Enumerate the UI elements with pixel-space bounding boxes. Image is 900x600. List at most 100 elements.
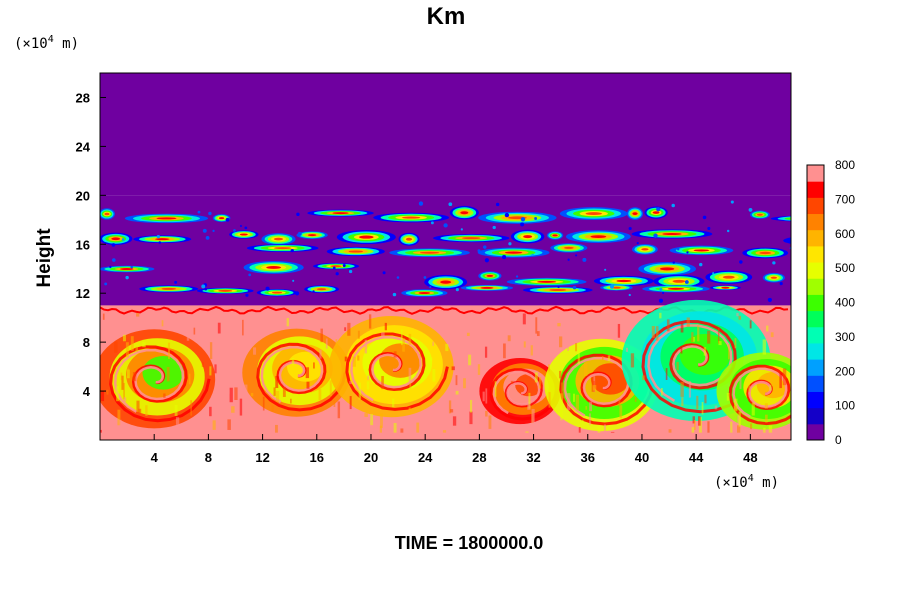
turbulent-speck (582, 257, 587, 262)
turbulent-speck (748, 208, 753, 212)
turbulence-texture (535, 317, 538, 334)
turbulence-texture (125, 342, 129, 358)
turbulent-filament (564, 246, 574, 249)
turbulence-texture (132, 372, 137, 382)
turbulence-texture (231, 406, 235, 413)
chart-title: Km (427, 3, 466, 30)
turbulent-filament (273, 237, 284, 241)
turbulence-texture (482, 391, 485, 402)
turbulence-texture (401, 329, 403, 346)
turbulent-filament (770, 276, 778, 279)
turbulence-texture (125, 330, 128, 335)
turbulence-texture (102, 313, 105, 320)
turbulent-filament (552, 234, 558, 237)
x-tick-label: 28 (472, 450, 486, 465)
turbulence-texture (559, 336, 563, 348)
colorbar-swatch (807, 407, 824, 425)
turbulence-texture (510, 380, 514, 384)
turbulence-texture (764, 403, 768, 409)
turbulent-speck (418, 201, 424, 206)
turbulence-texture (234, 387, 238, 400)
y-tick-label: 20 (76, 188, 90, 203)
turbulence-texture (559, 393, 563, 409)
turbulent-speck (109, 265, 112, 269)
turbulence-texture (349, 381, 352, 385)
turbulence-texture (714, 405, 718, 410)
turbulence-texture (751, 402, 755, 416)
colorbar-tick-label: 300 (835, 330, 855, 344)
turbulent-speck (684, 280, 689, 284)
turbulent-filament (111, 237, 121, 241)
turbulence-texture (121, 375, 124, 390)
turbulence-texture (209, 366, 212, 376)
colorbar-swatch (807, 375, 824, 392)
turbulent-filament (784, 217, 791, 220)
turbulence-texture (262, 396, 265, 411)
turbulence-texture (557, 323, 561, 327)
turbulence-texture (485, 388, 488, 404)
turbulence-texture (228, 380, 230, 394)
turbulence-texture (381, 332, 385, 339)
turbulence-texture (560, 406, 563, 421)
turbulence-texture (548, 364, 550, 372)
turbulence-texture (380, 413, 383, 428)
turbulent-filament (271, 291, 283, 294)
turbulence-texture (432, 368, 436, 382)
bottom-rim (100, 432, 791, 440)
y-axis-unit: (×104 m) (14, 34, 79, 52)
turbulence-texture (379, 425, 382, 438)
turbulent-speck (111, 243, 116, 247)
turbulence-texture (408, 407, 411, 412)
turbulence-texture (602, 356, 604, 360)
turbulence-texture (704, 394, 707, 404)
turbulence-texture (676, 361, 679, 371)
turbulence-texture (175, 417, 180, 426)
turbulent-filament (402, 216, 421, 219)
turbulence-texture (108, 439, 111, 440)
turbulence-texture (402, 338, 405, 352)
colorbar-swatch (807, 245, 824, 263)
turbulent-filament (667, 287, 685, 290)
turbulent-speck (342, 264, 346, 268)
turbulence-texture (707, 330, 711, 344)
turbulence-texture (468, 354, 472, 366)
colorbar-tick-label: 0 (835, 433, 842, 447)
turbulence-texture (273, 387, 276, 396)
turbulence-texture (649, 424, 653, 429)
turbulence-texture (136, 312, 140, 317)
turbulent-speck (712, 272, 715, 275)
turbulence-texture (575, 343, 578, 352)
turbulence-texture (739, 377, 742, 389)
turbulent-speck (201, 284, 206, 289)
turbulence-texture (779, 373, 782, 389)
turbulent-filament (662, 232, 682, 235)
turbulence-texture (503, 343, 506, 359)
turbulent-filament (348, 250, 363, 253)
turbulent-filament (316, 288, 327, 291)
turbulent-speck (653, 233, 658, 238)
y-tick-label: 4 (83, 384, 91, 399)
plot-frame (99, 72, 792, 441)
turbulence-texture (686, 317, 690, 327)
turbulent-filament (480, 286, 494, 289)
turbulent-speck (656, 207, 661, 212)
turbulent-speck (121, 238, 125, 241)
turbulence-texture (450, 409, 454, 413)
turbulent-filament (523, 235, 533, 239)
x-tick-label: 16 (310, 450, 324, 465)
turbulence-texture (313, 362, 315, 369)
turbulence-texture (239, 398, 243, 416)
turbulence-texture (242, 319, 244, 336)
turbulence-texture (275, 390, 280, 402)
turbulent-speck (492, 225, 496, 230)
turbulent-filament (693, 249, 710, 252)
turbulence-texture (119, 419, 122, 433)
colorbar-swatch (807, 310, 824, 328)
turbulence-texture (448, 400, 452, 414)
turbulent-speck (534, 217, 538, 220)
vortex-spiral (492, 370, 541, 415)
turbulent-speck (297, 231, 302, 236)
turbulence-texture (718, 341, 722, 346)
turbulence-texture (696, 395, 699, 410)
turbulent-speck (707, 226, 711, 231)
